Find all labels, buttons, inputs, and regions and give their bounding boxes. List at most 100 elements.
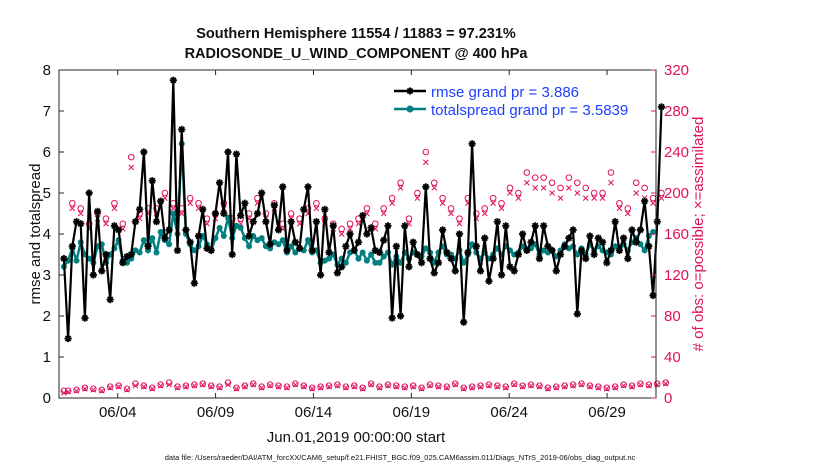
obs-assimilated-point [595, 384, 602, 391]
obs-possible-point [447, 205, 455, 212]
totalspread-point [363, 257, 370, 264]
rmse-point [396, 312, 405, 320]
obs-possible-point [510, 380, 518, 387]
rmse-point [514, 250, 522, 259]
rmse-point [430, 269, 438, 277]
obs-assimilated-point [633, 190, 640, 196]
obs-possible-point [574, 179, 581, 187]
rmse-point [300, 205, 308, 213]
rmse-point [274, 226, 283, 234]
obs-assimilated-point [334, 382, 341, 389]
y-right-tick-label: 80 [664, 308, 681, 325]
obs-possible-point [523, 169, 531, 176]
rmse-point [102, 250, 110, 259]
legend-rmse-label: rmse grand pr = 3.886 [431, 84, 579, 101]
obs-possible-point [132, 380, 139, 387]
rmse-point [481, 234, 489, 242]
y-left-tick-label: 8 [43, 62, 51, 79]
rmse-point [279, 183, 287, 191]
obs-possible-point [418, 384, 425, 392]
obs-assimilated-point [481, 210, 488, 217]
obs-assimilated-point [460, 385, 467, 392]
totalspread-point [380, 253, 387, 260]
obs-assimilated-point [620, 382, 627, 389]
obs-assimilated-point [452, 381, 459, 388]
rmse-point [561, 242, 569, 250]
obs-possible-point [157, 381, 164, 388]
obs-assimilated-point [650, 200, 656, 207]
legend: rmse grand pr = 3.886 totalspread grand … [394, 84, 628, 119]
y-axis-left-label: rmse and totalspread [27, 164, 44, 305]
obs-possible-point [603, 384, 611, 392]
rmse-point [173, 246, 182, 254]
obs-possible-point [430, 179, 438, 187]
obs-possible-point [199, 380, 207, 387]
obs-possible-point [81, 384, 89, 392]
y-left-tick-label: 6 [43, 144, 51, 161]
obs-possible-point [456, 215, 463, 222]
obs-possible-point [439, 194, 446, 202]
obs-assimilated-point [326, 383, 332, 390]
y-right-tick-label: 320 [664, 62, 689, 79]
rmse-point [354, 238, 363, 246]
obs-assimilated-point [574, 190, 581, 196]
obs-possible-point [275, 382, 282, 390]
rmse-point [308, 246, 316, 254]
obs-assimilated-point [250, 381, 257, 388]
rmse-point [60, 255, 68, 263]
rmse-point [199, 205, 207, 213]
obs-possible-point [77, 205, 85, 212]
obs-assimilated-point [658, 195, 665, 201]
obs-assimilated-point [629, 383, 635, 390]
obs-possible-point [191, 381, 198, 388]
obs-assimilated-point [115, 383, 122, 390]
obs-possible-point [165, 379, 173, 386]
x-tick-label: 06/24 [490, 404, 528, 421]
rmse-point [89, 271, 97, 279]
obs-possible-point [515, 189, 522, 197]
obs-assimilated-point [549, 190, 555, 196]
rmse-point [295, 244, 304, 252]
obs-possible-point [451, 380, 459, 387]
rmse-point [283, 246, 291, 254]
obs-assimilated-point [536, 383, 543, 390]
rmse-point [447, 255, 455, 263]
x-tick-label: 06/19 [393, 404, 431, 421]
obs-assimilated-point [170, 205, 177, 212]
obs-assimilated-point [561, 383, 568, 390]
obs-possible-point [308, 384, 316, 392]
totalspread-point [574, 251, 581, 258]
obs-assimilated-point [199, 381, 206, 388]
obs-assimilated-point [82, 385, 88, 392]
totalspread-point [355, 255, 362, 262]
totalspread-point [275, 241, 282, 248]
obs-possible-point [111, 199, 118, 207]
obs-assimilated-point [61, 390, 67, 396]
rmse-point [169, 76, 177, 84]
totalspread-point [237, 224, 244, 231]
rmse-point [598, 238, 607, 246]
rmse-point [152, 218, 161, 226]
obs-assimilated-point [90, 386, 97, 393]
obs-possible-point [161, 189, 169, 197]
obs-possible-point [409, 382, 417, 390]
rmse-point [304, 183, 312, 191]
obs-assimilated-point [570, 382, 576, 389]
rmse-point [476, 267, 485, 275]
rmse-point [636, 226, 645, 234]
totalspread-point [460, 259, 467, 266]
rmse-point [182, 226, 190, 234]
rmse-point [548, 246, 556, 254]
totalspread-point [73, 257, 80, 264]
right-axis: 0 40 80 120 160 200 240 280 320 [651, 62, 689, 407]
obs-possible-point [376, 383, 383, 391]
y-left-tick-label: 5 [43, 185, 51, 202]
rmse-point [161, 234, 169, 242]
obs-possible-point [494, 382, 501, 390]
obs-possible-point [422, 148, 430, 156]
obs-assimilated-point [275, 383, 282, 390]
obs-assimilated-point [317, 384, 324, 391]
rmse-point [392, 242, 400, 250]
obs-possible-point [548, 179, 556, 187]
